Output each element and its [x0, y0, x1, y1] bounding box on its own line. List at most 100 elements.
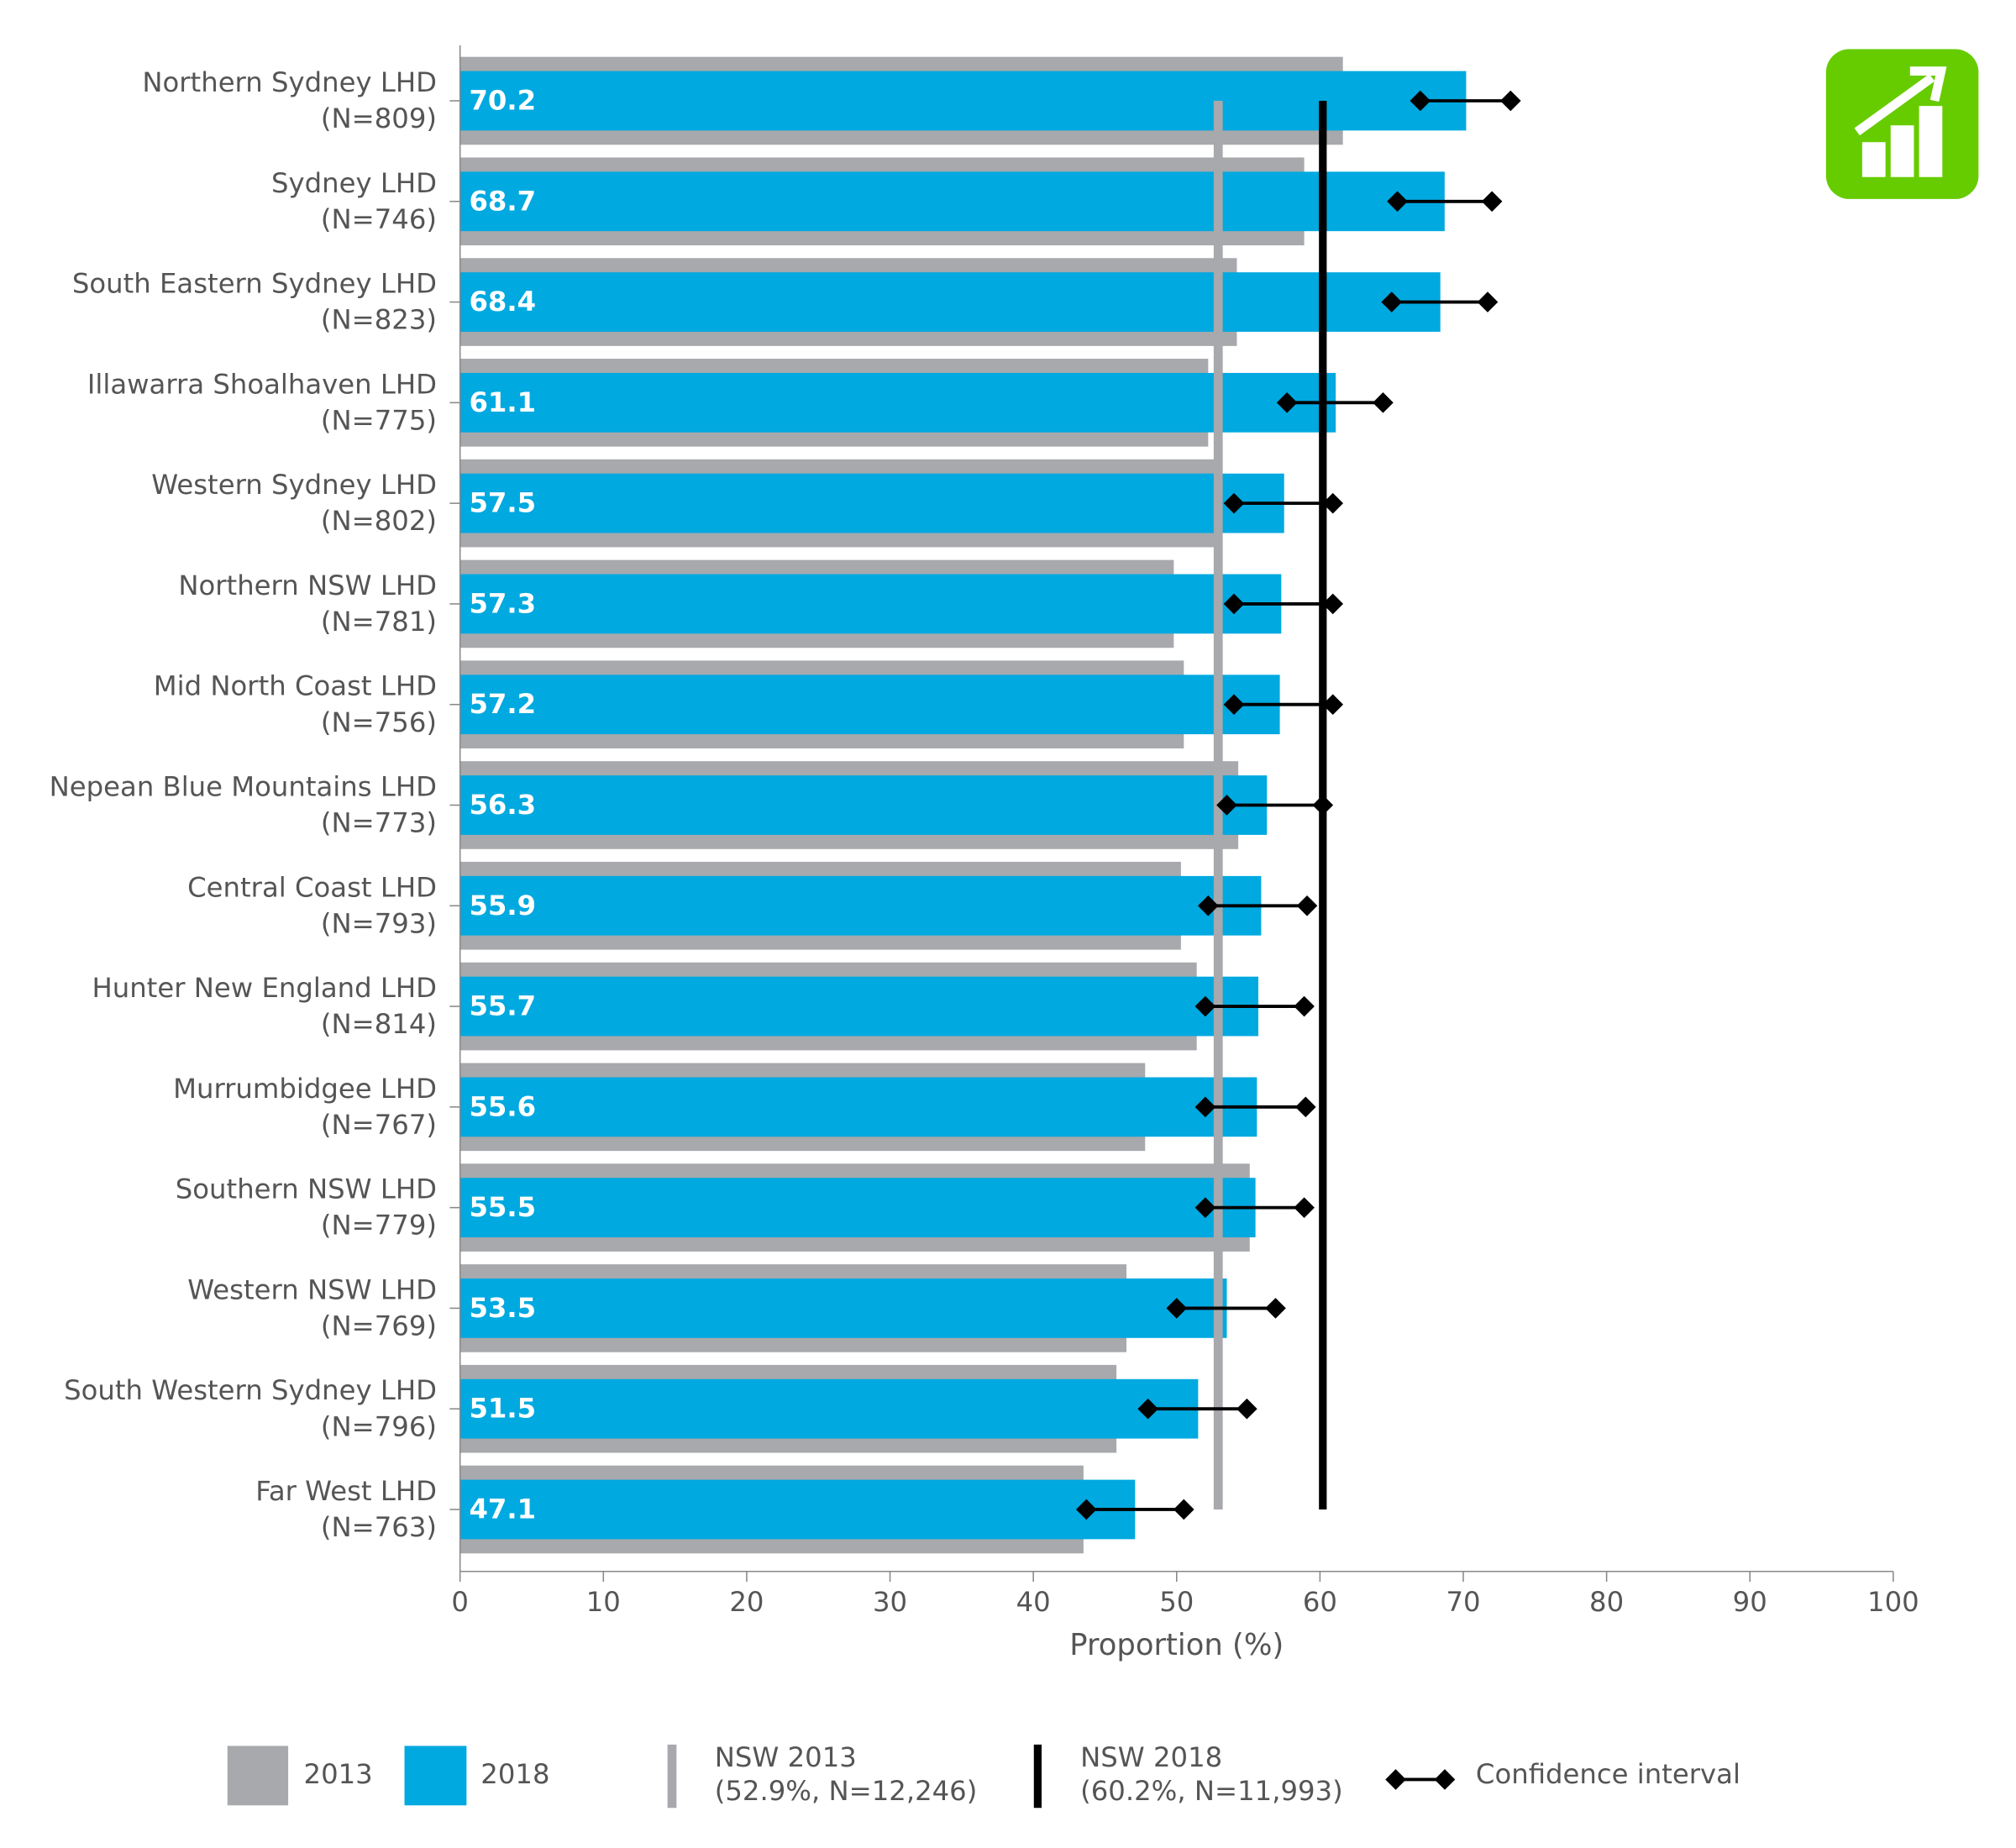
bar-2018: [459, 1178, 1256, 1238]
legend-label: 2013: [304, 1758, 373, 1790]
ci-high: [1322, 492, 1344, 514]
legend-label: (60.2%, N=11,993): [1080, 1775, 1343, 1807]
legend-label: NSW 2013: [715, 1741, 857, 1773]
category-note: (N=814): [321, 1008, 437, 1040]
x-axis-label: Proportion (%): [1069, 1628, 1284, 1662]
x-tick-label: 100: [1867, 1586, 1919, 1618]
category-label: Sydney LHD: [271, 167, 437, 199]
value-label: 68.4: [469, 286, 536, 318]
legend-swatch: [404, 1746, 467, 1806]
ci-high: [1173, 1499, 1194, 1520]
bar-2018: [459, 71, 1467, 131]
ci-high: [1322, 694, 1344, 716]
category-note: (N=767): [321, 1109, 437, 1141]
bar-2018: [459, 1278, 1227, 1338]
bar-2018: [459, 171, 1445, 232]
ci-low: [1197, 895, 1219, 916]
ci-high: [1265, 1298, 1286, 1319]
bar-2018: [459, 574, 1282, 634]
category-label: Nepean Blue Mountains LHD: [50, 770, 437, 802]
value-label: 68.7: [469, 185, 536, 217]
x-tick-label: 60: [1303, 1586, 1337, 1618]
ci-low: [1410, 90, 1431, 112]
category-label: Far West LHD: [255, 1475, 437, 1507]
category-label: Illawarra Shoalhaven LHD: [87, 368, 437, 400]
value-label: 53.5: [469, 1292, 536, 1324]
bar-2018: [459, 272, 1441, 332]
category-label: Western NSW LHD: [187, 1273, 437, 1305]
ci-high: [1294, 995, 1315, 1017]
category-note: (N=775): [321, 404, 437, 436]
value-label: 51.5: [469, 1393, 536, 1425]
category-label: South Western Sydney LHD: [64, 1374, 437, 1406]
x-tick-label: 0: [451, 1586, 469, 1618]
bar-2018: [459, 1378, 1199, 1439]
category-note: (N=796): [321, 1410, 437, 1442]
value-label: 55.5: [469, 1191, 536, 1223]
bar-2018: [459, 473, 1284, 533]
ci-high: [1296, 895, 1318, 916]
category-note: (N=756): [321, 706, 437, 738]
ci-high: [1236, 1398, 1257, 1420]
x-tick-label: 70: [1446, 1586, 1480, 1618]
ci-high: [1295, 1096, 1316, 1118]
value-label: 57.3: [469, 587, 536, 619]
x-tick-label: 30: [873, 1586, 907, 1618]
category-label: Murrumbidgee LHD: [173, 1073, 437, 1105]
value-label: 56.3: [469, 789, 536, 821]
legend-label: Confidence interval: [1476, 1758, 1740, 1790]
category-label: Northern NSW LHD: [178, 570, 437, 601]
category-note: (N=769): [321, 1310, 437, 1341]
x-tick-label: 40: [1016, 1586, 1051, 1618]
category-note: (N=823): [321, 304, 437, 336]
category-note: (N=779): [321, 1210, 437, 1242]
value-label: 57.2: [469, 688, 536, 720]
legend-label: NSW 2018: [1080, 1741, 1222, 1773]
ci-high: [1481, 191, 1503, 213]
ci-high: [1499, 90, 1521, 112]
category-label: Central Coast LHD: [187, 871, 437, 903]
category-note: (N=809): [321, 102, 437, 134]
category-label: Mid North Coast LHD: [154, 670, 437, 702]
value-label: 61.1: [469, 386, 536, 418]
bar-2018: [459, 1077, 1257, 1137]
ci-high: [1322, 593, 1344, 615]
category-note: (N=802): [321, 505, 437, 537]
ci-high: [1477, 291, 1499, 312]
legend-swatch: [227, 1746, 289, 1806]
bar-2018: [459, 675, 1280, 735]
category-note: (N=781): [321, 606, 437, 638]
x-tick-label: 20: [729, 1586, 764, 1618]
category-note: (N=746): [321, 203, 437, 235]
bar-2018: [459, 976, 1259, 1037]
x-tick-label: 10: [586, 1586, 621, 1618]
value-label: 55.7: [469, 990, 536, 1022]
category-label: Northern Sydney LHD: [142, 66, 437, 98]
category-label: Southern NSW LHD: [176, 1173, 437, 1205]
x-tick-label: 90: [1733, 1586, 1767, 1618]
category-label: Western Sydney LHD: [151, 469, 437, 501]
bar-2018: [459, 875, 1262, 936]
ci-high: [1312, 795, 1334, 816]
category-label: Hunter New England LHD: [92, 972, 437, 1004]
icon: [1825, 49, 1979, 199]
legend-label: (52.9%, N=12,246): [715, 1775, 978, 1807]
value-label: 55.9: [469, 890, 536, 921]
value-label: 55.6: [469, 1090, 536, 1122]
category-note: (N=793): [321, 907, 437, 939]
ci-high: [1373, 392, 1394, 413]
bar-2018: [459, 1479, 1136, 1540]
ci-high: [1294, 1197, 1315, 1218]
legend-label: 2018: [480, 1758, 549, 1790]
ci-low: [1216, 795, 1237, 816]
bar-2018: [459, 372, 1336, 433]
category-label: South Eastern Sydney LHD: [72, 268, 437, 300]
bar-2018: [459, 775, 1268, 835]
x-tick-label: 80: [1589, 1586, 1624, 1618]
legend-ci-marker: [1385, 1769, 1406, 1790]
value-label: 47.1: [469, 1494, 536, 1525]
value-label: 70.2: [469, 85, 536, 117]
x-tick-label: 50: [1159, 1586, 1194, 1618]
